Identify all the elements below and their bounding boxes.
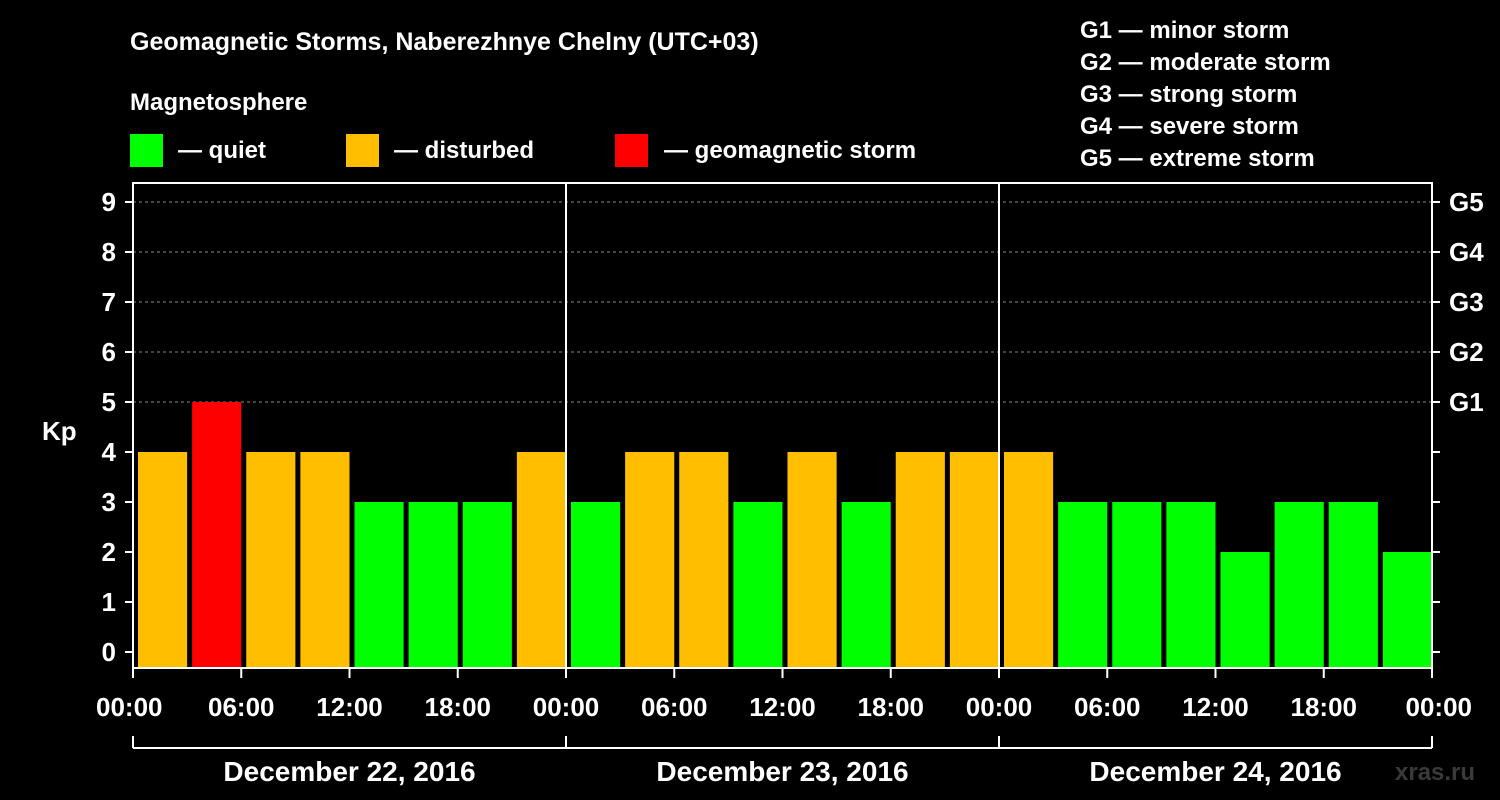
storm-scale-legend: G1 — minor storm G2 — moderate storm G3 … bbox=[1080, 17, 1331, 172]
chart-title: Geomagnetic Storms, Naberezhnye Chelny (… bbox=[130, 28, 759, 56]
right-axis-label-g5: G5 bbox=[1449, 187, 1484, 217]
right-axis-label-g4: G4 bbox=[1449, 237, 1484, 267]
kp-bar bbox=[895, 452, 945, 668]
y-tick-label: 7 bbox=[102, 287, 116, 317]
bars bbox=[138, 402, 1432, 668]
y-tick-label: 0 bbox=[102, 637, 116, 667]
legend: — quiet — disturbed — geomagnetic storm bbox=[130, 134, 916, 167]
kp-bar bbox=[300, 452, 350, 668]
kp-bar bbox=[625, 452, 675, 668]
kp-bar bbox=[408, 502, 458, 668]
right-axis-label-g1: G1 bbox=[1449, 387, 1484, 417]
legend-swatch-disturbed bbox=[346, 134, 379, 167]
storm-scale-g1: G1 — minor storm bbox=[1080, 17, 1289, 44]
kp-bar bbox=[949, 452, 999, 668]
y-tick-label: 5 bbox=[102, 387, 116, 417]
x-tick-label: 00:00 bbox=[1406, 692, 1473, 722]
right-axis-label-g2: G2 bbox=[1449, 337, 1484, 367]
kp-bar bbox=[1220, 552, 1270, 668]
y-tick-label: 8 bbox=[102, 237, 116, 267]
kp-bar bbox=[1382, 552, 1432, 668]
legend-swatch-storm bbox=[615, 134, 648, 167]
storm-scale-g5: G5 — extreme storm bbox=[1080, 145, 1315, 172]
chart-subtitle: Magnetosphere bbox=[130, 89, 307, 116]
x-tick-label: 18:00 bbox=[858, 692, 925, 722]
gridlines bbox=[133, 201, 1432, 403]
legend-label-quiet: — quiet bbox=[178, 137, 266, 164]
x-tick-label: 00:00 bbox=[533, 692, 600, 722]
kp-bar bbox=[192, 402, 242, 668]
day-label: December 23, 2016 bbox=[656, 756, 908, 787]
legend-label-storm: — geomagnetic storm bbox=[664, 137, 916, 164]
kp-bar bbox=[354, 502, 404, 668]
kp-bar bbox=[571, 502, 621, 668]
day-label: December 22, 2016 bbox=[223, 756, 475, 787]
kp-bar bbox=[516, 452, 566, 668]
kp-bar bbox=[138, 452, 188, 668]
x-tick-label: 12:00 bbox=[1182, 692, 1249, 722]
kp-bar bbox=[679, 452, 729, 668]
legend-swatch-quiet bbox=[130, 134, 163, 167]
legend-label-disturbed: — disturbed bbox=[394, 137, 534, 164]
kp-bar bbox=[1274, 502, 1324, 668]
kp-bar bbox=[1058, 502, 1108, 668]
x-tick-label: 18:00 bbox=[425, 692, 492, 722]
x-tick-label: 00:00 bbox=[96, 692, 163, 722]
kp-bar bbox=[1004, 452, 1054, 668]
x-tick-label: 00:00 bbox=[966, 692, 1033, 722]
kp-bar bbox=[733, 502, 783, 668]
kp-bar bbox=[1328, 502, 1378, 668]
kp-bar bbox=[841, 502, 891, 668]
y-tick-label: 2 bbox=[102, 537, 116, 567]
y-tick-label: 6 bbox=[102, 337, 116, 367]
y-tick-label: 4 bbox=[102, 437, 117, 467]
storm-scale-g3: G3 — strong storm bbox=[1080, 81, 1297, 108]
axes: 0 1 2 3 4 5 6 7 8 9 G1 G2 G3 G4 G5 00:00 06:00 12:00 18:00… bbox=[96, 182, 1484, 787]
x-tick-label: 06:00 bbox=[208, 692, 275, 722]
kp-bar bbox=[246, 452, 296, 668]
right-axis-label-g3: G3 bbox=[1449, 287, 1484, 317]
x-tick-label: 18:00 bbox=[1291, 692, 1358, 722]
y-tick-label: 3 bbox=[102, 487, 116, 517]
watermark: xras.ru bbox=[1395, 759, 1475, 786]
storm-scale-g2: G2 — moderate storm bbox=[1080, 49, 1331, 76]
kp-bar bbox=[1166, 502, 1216, 668]
x-tick-label: 12:00 bbox=[749, 692, 816, 722]
storm-scale-g4: G4 — severe storm bbox=[1080, 113, 1299, 140]
y-tick-label: 1 bbox=[102, 587, 116, 617]
x-tick-label: 12:00 bbox=[316, 692, 383, 722]
x-tick-label: 06:00 bbox=[1074, 692, 1141, 722]
y-tick-label: 9 bbox=[102, 187, 116, 217]
kp-bar bbox=[787, 452, 837, 668]
legend-item-storm: — geomagnetic storm bbox=[615, 134, 916, 167]
x-tick-label: 06:00 bbox=[641, 692, 708, 722]
day-label: December 24, 2016 bbox=[1089, 756, 1341, 787]
kp-bar bbox=[1112, 502, 1162, 668]
y-axis-label: Kp bbox=[42, 416, 77, 446]
legend-item-disturbed: — disturbed bbox=[346, 134, 534, 167]
legend-item-quiet: — quiet bbox=[130, 134, 266, 167]
kp-bar bbox=[462, 502, 512, 668]
